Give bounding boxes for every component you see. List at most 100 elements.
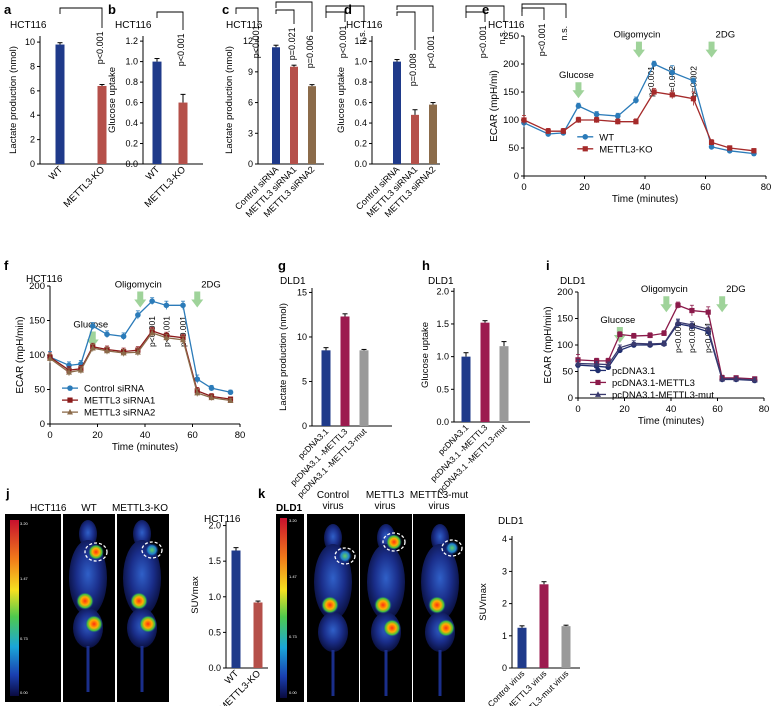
bar-chart-b: b HCT116 0.0 0.2 0.4 0.6 0.8 1.0 1.2 Glucose upta… [107,2,203,210]
mouse-lower [318,612,348,652]
y-tick-label: 5 [302,376,307,386]
panel-letter-i: i [546,258,550,273]
y-axis-label: ECAR (mpH/mi) [489,70,500,142]
mouse-head [79,520,97,548]
y-tick-label: 9 [248,67,253,77]
injection-label: 2DG [726,284,746,295]
y-tick-label: 0.4 [354,118,367,128]
data-point [616,344,623,351]
data-point [575,103,582,109]
bar [499,346,509,422]
line-chart-f: f HCT116 0 50 100 150 200 0 20 40 60 80 Time (minute… [4,258,245,453]
bar [561,626,571,668]
significance-bracket [325,11,346,22]
pet-cell-line-k: DLD1 [276,503,303,514]
y-tick-label: 12 [243,36,253,46]
panel-letter-h: h [422,258,430,273]
y-tick-label: 10 [297,332,307,342]
bladder-hotspot [437,619,455,637]
legend-label: pcDNA3.1-METTL3 [612,378,695,389]
injection-label: Oligomycin [613,30,660,41]
bar [429,104,437,164]
x-tick-label: 80 [235,430,246,441]
data-point [67,397,73,403]
y-tick-label: 200 [503,59,519,70]
panel-letter-a: a [4,2,12,17]
bar [517,627,527,668]
category-label: WT [144,164,162,182]
data-point [751,148,757,154]
legend-label: Control siRNA [84,384,145,395]
significance-bracket [465,11,486,22]
y-tick-label: 200 [557,287,573,298]
y-tick-label: 0.8 [125,77,138,87]
data-point [605,358,611,364]
y-tick-label: 0.2 [125,139,138,149]
data-point [690,78,697,84]
x-tick-label: 40 [140,430,151,441]
y-tick-label: 2 [502,599,507,609]
x-tick-label: 40 [640,182,651,193]
y-tick-label: 100 [557,340,573,351]
bladder-hotspot [85,615,103,633]
significance-bracket [521,3,567,18]
data-point [633,97,639,104]
data-point [120,349,127,356]
p-value-label: p<0.001 [178,316,188,347]
y-tick-label: 0.5 [208,627,221,637]
data-point [689,307,695,314]
data-point [651,89,657,95]
y-tick-label: 1.0 [125,57,138,67]
injection-label: 2DG [201,280,221,291]
y-tick-label: 1.0 [436,352,449,362]
data-point [582,134,589,140]
category-label: METTL3-KO [218,668,263,706]
x-tick-label: 60 [187,430,198,441]
y-tick-label: 2.0 [436,286,449,296]
y-tick-label: 1.2 [125,36,138,46]
y-tick-label: 200 [29,281,45,292]
data-point [633,119,639,125]
pet-scale-low-k: 0.73 [289,634,298,639]
y-tick-label: 150 [557,314,573,325]
p-value-label: p=0.021 [287,27,297,60]
data-point [631,333,637,339]
y-tick-label: 3 [502,566,507,576]
pet-scale-mid-k: 1.47 [289,574,298,579]
y-tick-label: 100 [29,350,45,361]
y-axis-label: Lactate production (nmol) [278,303,289,411]
organ-hotspot [321,596,339,614]
pet-colorbar-k [280,518,287,698]
data-point [180,302,186,309]
data-point [575,117,582,123]
x-tick-label: 0 [47,430,52,441]
y-tick-label: 2.0 [208,521,221,531]
pet-scale-low-j: 0.73 [20,636,29,641]
y-tick-label: 0 [502,663,507,673]
cell-line-label: HCT116 [26,274,63,285]
data-point [194,376,201,382]
cell-line-label: HCT116 [10,20,47,31]
y-axis-label: ECAR (mpH/min) [15,316,26,393]
data-point [669,92,675,98]
data-point [675,302,681,308]
data-point [595,379,601,386]
y-tick-label: 0.5 [436,384,449,394]
p-value-label: n.s. [559,26,569,41]
tumor-signal [145,543,159,557]
y-tick-label: 0 [40,419,45,430]
data-point [705,325,712,332]
pet-scale-mid-j: 1.47 [20,576,29,581]
panel-letter-c: c [222,2,229,17]
data-point [595,391,601,397]
y-tick-label: 1.5 [436,319,449,329]
y-tick-label: 1.5 [208,556,221,566]
tumor-signal [88,544,104,560]
significance-bracket [275,1,313,32]
legend-label: METTL3-KO [599,144,652,155]
y-tick-label: 0.0 [125,159,138,169]
significance-bracket [396,5,434,32]
p-value-label: p=0.008 [408,53,418,86]
y-tick-label: 250 [503,31,519,42]
cell-line-label: HCT116 [346,20,383,31]
